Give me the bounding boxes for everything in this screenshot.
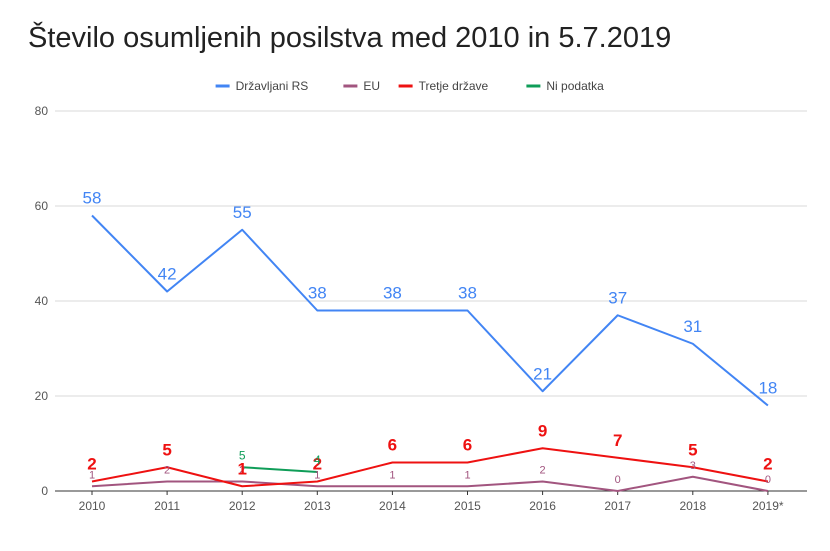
data-label: 5	[162, 440, 171, 459]
legend-item[interactable]: Tretje države	[398, 79, 489, 93]
data-label: 1	[89, 469, 95, 481]
data-label: 31	[683, 317, 702, 336]
data-label: 38	[383, 284, 402, 303]
data-label: 38	[308, 284, 327, 303]
x-tick-label: 2018	[679, 499, 706, 513]
data-label: 0	[765, 474, 771, 486]
x-axis-ticks: 2010 2011 2012 2013 2014 2015 2016 2017 2018 2019…	[79, 491, 784, 513]
x-tick-label: 2013	[304, 499, 331, 513]
legend-item[interactable]: Državljani RS	[215, 79, 309, 93]
x-tick-label: 2015	[454, 499, 481, 513]
legend: Državljani RS EU Tretje države Ni podatka	[215, 79, 604, 93]
data-label: 9	[538, 421, 547, 440]
chart-title: Število osumljenih posilstva med 2010 in…	[28, 22, 672, 54]
series-line-eu	[91, 475, 769, 492]
series-line-državljani-rs	[91, 214, 769, 407]
data-label: 1	[464, 469, 470, 481]
x-tick-label: 2017	[604, 499, 631, 513]
data-label: 0	[615, 474, 621, 486]
data-label: 55	[233, 203, 252, 222]
legend-item[interactable]: EU	[343, 79, 380, 93]
data-label: 1	[389, 469, 395, 481]
x-tick-label: 2011	[154, 499, 180, 513]
y-axis-ticks: 0 20 40 60 80	[35, 104, 49, 498]
series-lines	[91, 214, 769, 492]
data-label: 42	[158, 265, 177, 284]
data-label: 21	[533, 364, 552, 383]
data-label: 38	[458, 284, 477, 303]
y-tick-label: 40	[35, 294, 49, 308]
data-label: 1	[314, 469, 320, 481]
legend-label: EU	[363, 79, 380, 93]
data-label: 3	[690, 460, 696, 472]
data-label: 2	[164, 465, 170, 477]
y-tick-label: 20	[35, 389, 49, 403]
x-tick-label: 2012	[229, 499, 256, 513]
legend-label: Državljani RS	[236, 79, 309, 93]
legend-label: Ni podatka	[546, 79, 604, 93]
data-label: 2	[763, 455, 772, 474]
data-label: 2	[87, 455, 96, 474]
x-tick-label: 2019*	[752, 499, 784, 513]
data-label: 1	[237, 459, 246, 478]
legend-item[interactable]: Ni podatka	[526, 79, 604, 93]
series-line-ni-podatka	[242, 466, 318, 473]
y-tick-label: 0	[41, 484, 48, 498]
gridlines	[55, 110, 807, 492]
y-tick-label: 60	[35, 199, 49, 213]
y-tick-label: 80	[35, 104, 49, 118]
data-label: 4	[314, 453, 321, 467]
data-label: 7	[613, 431, 622, 450]
data-label: 2	[313, 455, 322, 474]
data-label: 2	[239, 465, 245, 477]
data-label: 37	[608, 288, 627, 307]
data-label: 2	[540, 465, 546, 477]
x-tick-label: 2016	[529, 499, 556, 513]
data-label: 6	[388, 436, 397, 455]
series-line-tretje-države	[91, 447, 769, 488]
data-label: 5	[239, 448, 246, 462]
data-label: 58	[83, 189, 102, 208]
x-tick-label: 2014	[379, 499, 406, 513]
x-tick-label: 2010	[79, 499, 106, 513]
data-label: 6	[463, 436, 472, 455]
legend-label: Tretje države	[419, 79, 489, 93]
data-label: 18	[758, 379, 777, 398]
data-label: 5	[688, 440, 697, 459]
